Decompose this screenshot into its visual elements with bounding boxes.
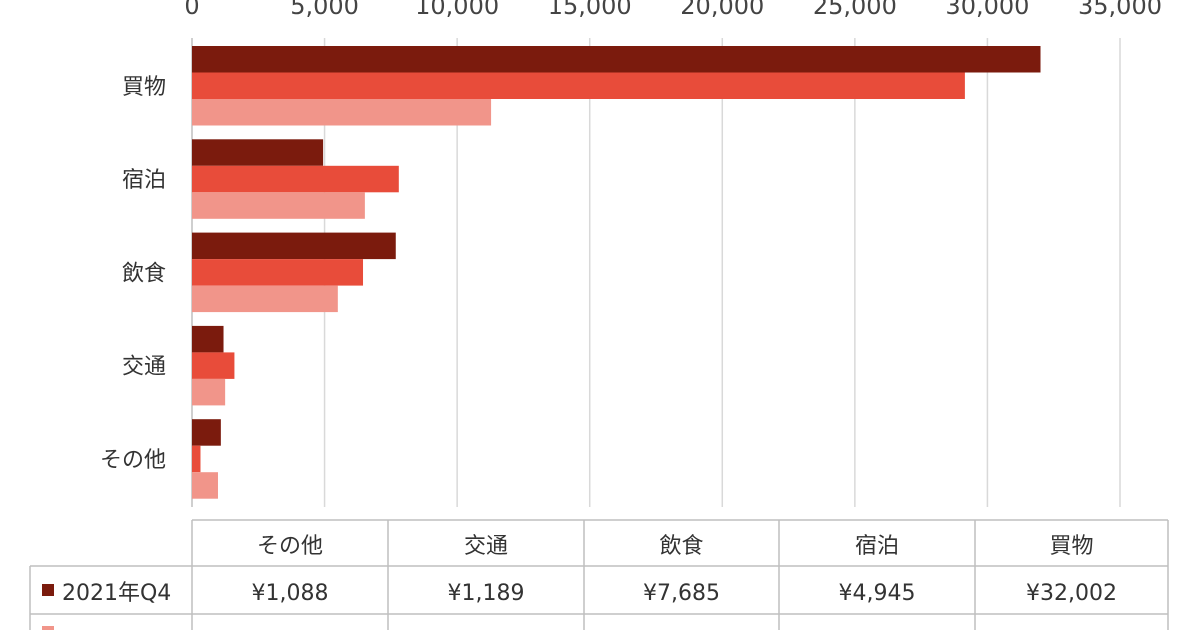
x-tick-label: 10,000 bbox=[415, 0, 499, 20]
table-header-cell: 買物 bbox=[1049, 534, 1093, 559]
table-cell: ¥1,088 bbox=[252, 581, 329, 606]
table-cell: ¥1,189 bbox=[448, 581, 525, 606]
table-header-cell: 宿泊 bbox=[855, 534, 899, 559]
x-tick-label: 15,000 bbox=[548, 0, 632, 20]
bar bbox=[192, 99, 492, 126]
x-tick-label: 35,000 bbox=[1078, 0, 1162, 20]
legend-swatch bbox=[42, 584, 54, 596]
x-tick-label: 30,000 bbox=[945, 0, 1029, 20]
x-tick-label: 20,000 bbox=[680, 0, 764, 20]
bar bbox=[192, 285, 338, 313]
bar bbox=[192, 472, 218, 499]
data-table: その他 交通 飲食 宿泊 買物 2021年Q4 ¥1,088 ¥1,189 ¥7,685 ¥4,9… bbox=[29, 519, 1169, 630]
table-header-cell: その他 bbox=[257, 534, 323, 559]
bar bbox=[192, 445, 201, 473]
category-label: 飲食 bbox=[122, 261, 166, 286]
table-cell: ¥32,002 bbox=[1026, 581, 1117, 606]
bar bbox=[192, 419, 221, 446]
legend-swatch bbox=[42, 626, 54, 630]
category-label: 買物 bbox=[122, 75, 166, 100]
x-axis-ticks: 0 5,000 10,000 15,000 20,000 25,000 30,000 35,0… bbox=[184, 0, 1162, 20]
x-tick-label: 5,000 bbox=[290, 0, 359, 20]
bar bbox=[192, 232, 396, 260]
bar bbox=[192, 259, 364, 286]
bar bbox=[192, 192, 365, 219]
bar bbox=[192, 352, 235, 379]
x-tick-label: 25,000 bbox=[813, 0, 897, 20]
table-header-cell: 交通 bbox=[464, 534, 508, 559]
table-row-label: 2021年Q4 bbox=[62, 581, 171, 606]
category-label: 宿泊 bbox=[122, 168, 166, 193]
bar bbox=[192, 139, 324, 166]
bar bbox=[192, 378, 226, 406]
category-label: 交通 bbox=[122, 355, 166, 380]
table-cell: ¥7,685 bbox=[643, 581, 720, 606]
x-tick-label: 0 bbox=[184, 0, 199, 20]
bar bbox=[192, 72, 965, 99]
bar bbox=[192, 165, 399, 193]
bars bbox=[192, 46, 1041, 499]
table-header-cell: 飲食 bbox=[659, 534, 703, 559]
bar bbox=[192, 46, 1041, 73]
bar bbox=[192, 325, 224, 353]
category-label: その他 bbox=[100, 448, 166, 473]
table-cell: ¥4,945 bbox=[839, 581, 916, 606]
